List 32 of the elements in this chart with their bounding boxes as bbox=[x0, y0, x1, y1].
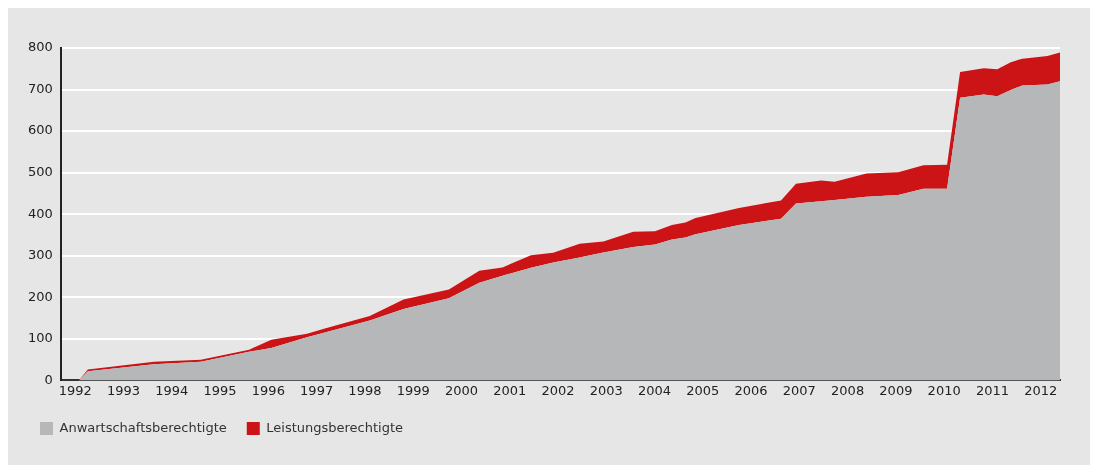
x-tick-label: 2005 bbox=[686, 382, 720, 398]
legend-label: Anwartschaftsberechtigte bbox=[59, 419, 227, 435]
y-tick-label: 300 bbox=[27, 247, 53, 263]
x-tick-label: 1994 bbox=[155, 382, 189, 398]
y-tick-label: 200 bbox=[27, 288, 53, 304]
x-tick-label: 1996 bbox=[251, 382, 285, 398]
y-tick-label: 0 bbox=[44, 371, 53, 387]
x-tick-label: 1997 bbox=[300, 382, 334, 398]
x-tick-label: 2011 bbox=[975, 382, 1009, 398]
legend-label: Leistungsberechtigte bbox=[266, 419, 404, 435]
x-tick-label: 2010 bbox=[927, 382, 961, 398]
x-tick-label: 2000 bbox=[444, 382, 478, 398]
x-tick-label: 2003 bbox=[589, 382, 623, 398]
y-tick-label: 500 bbox=[27, 164, 53, 180]
x-tick-label: 2007 bbox=[782, 382, 816, 398]
x-tick-label: 1999 bbox=[396, 382, 430, 398]
x-tick-label: 2001 bbox=[493, 382, 527, 398]
x-tick-label: 2009 bbox=[879, 382, 913, 398]
x-tick-label: 1993 bbox=[107, 382, 141, 398]
x-tick-label: 1998 bbox=[348, 382, 382, 398]
x-tick-label: 2004 bbox=[637, 382, 672, 398]
y-tick-label: 600 bbox=[27, 122, 53, 138]
y-tick-label: 400 bbox=[27, 205, 53, 221]
x-tick-label: 2008 bbox=[831, 382, 865, 398]
x-tick-label: 1992 bbox=[58, 382, 92, 398]
x-tick-label: 2012 bbox=[1024, 382, 1058, 398]
y-tick-label: 700 bbox=[27, 80, 53, 96]
y-tick-label: 800 bbox=[27, 39, 53, 55]
x-tick-label: 2002 bbox=[541, 382, 575, 398]
x-tick-label: 1995 bbox=[203, 382, 237, 398]
x-tick-label: 2006 bbox=[734, 382, 768, 398]
y-tick-label: 100 bbox=[27, 330, 53, 346]
